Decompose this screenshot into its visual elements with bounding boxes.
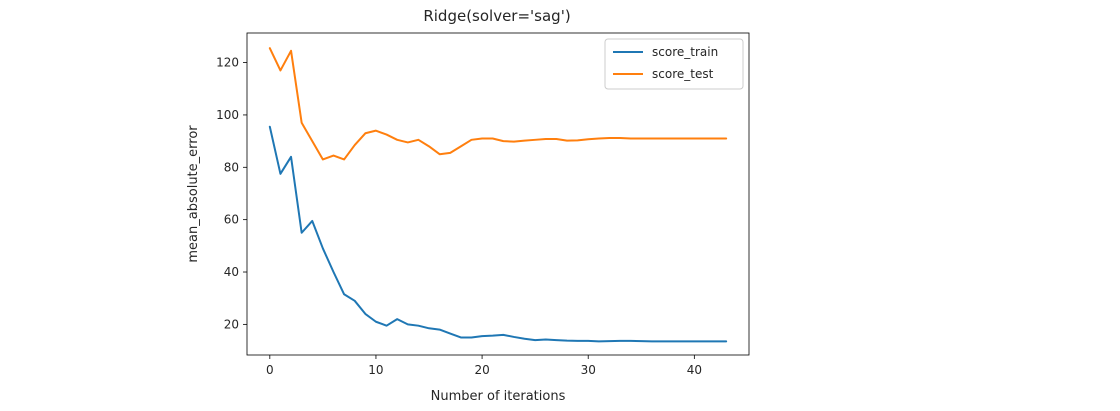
chart-title: Ridge(solver='sag'): [423, 7, 570, 25]
y-tick-label: 20: [224, 317, 239, 331]
y-axis-label: mean_absolute_error: [186, 125, 201, 263]
x-tick-label: 40: [687, 363, 702, 377]
legend: score_train score_test: [604, 38, 744, 90]
series-line-score-test: [268, 47, 728, 161]
x-axis-label: Number of iterations: [431, 389, 566, 404]
series-line-score-train: [268, 125, 728, 343]
y-tick-label: 120: [216, 56, 239, 70]
x-tick-label: 10: [368, 363, 383, 377]
y-tick-label: 80: [224, 160, 239, 174]
y-tick-label: 60: [224, 213, 239, 227]
x-tick-label: 20: [474, 363, 489, 377]
y-tick-label: 40: [224, 265, 239, 279]
legend-label-score-train: score_train: [652, 45, 718, 59]
x-tick-label: 30: [581, 363, 596, 377]
y-tick-label: 100: [216, 108, 239, 122]
legend-label-score-test: score_test: [652, 67, 714, 81]
series-lines: [268, 47, 728, 343]
x-axis: 0 10 20 30 40: [266, 355, 702, 377]
x-tick-label: 0: [266, 363, 274, 377]
y-axis: 20 40 60 80 100 120: [216, 56, 247, 331]
